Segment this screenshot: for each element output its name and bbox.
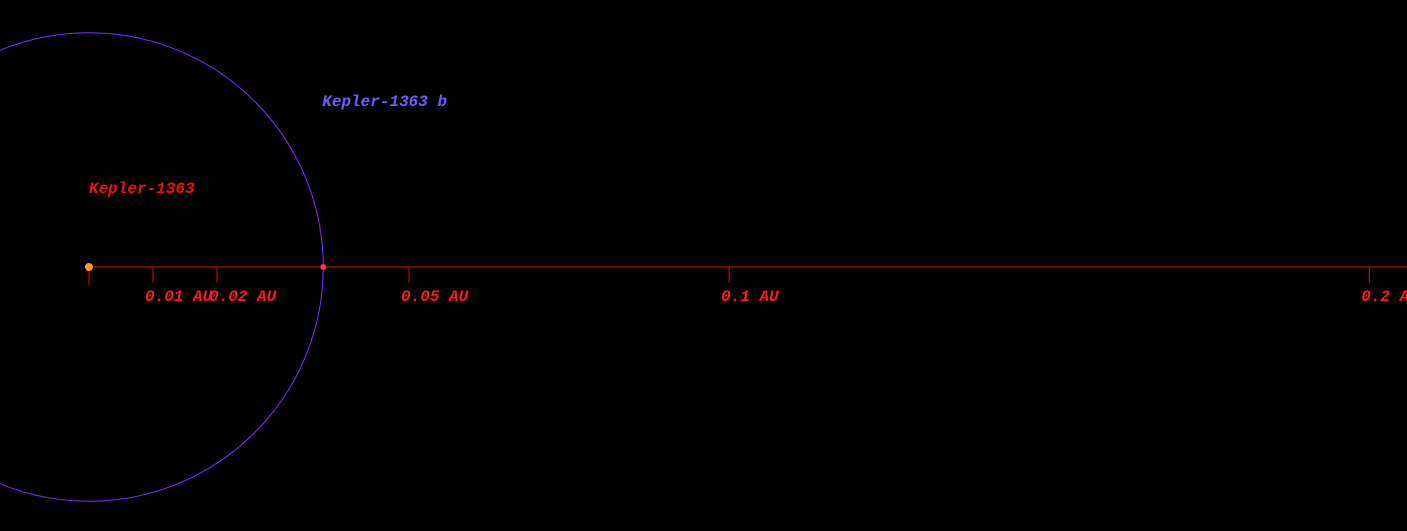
tick-label: 0.1 AU (721, 288, 779, 306)
tick-label: 0.05 AU (401, 288, 469, 306)
star-label: Kepler-1363 (89, 180, 195, 198)
star (84, 263, 93, 271)
planet (320, 264, 327, 270)
tick-label: 0.02 AU (209, 288, 277, 306)
tick-label: 0.01 AU (145, 288, 213, 306)
tick-label: 0.2 AU (1361, 288, 1407, 306)
planet-label: Kepler-1363 b (322, 93, 447, 111)
